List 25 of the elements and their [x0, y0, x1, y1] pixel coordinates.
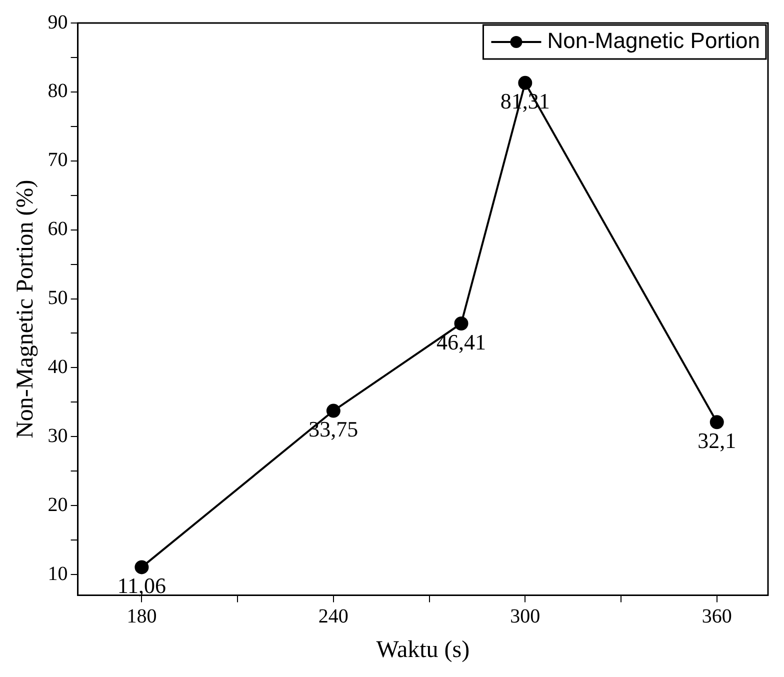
y-tick-label: 70	[48, 149, 68, 172]
y-tick-label: 90	[48, 11, 68, 34]
point	[518, 76, 532, 90]
data-label: 33,75	[308, 416, 358, 442]
data-label: 11,06	[117, 572, 166, 598]
y-tick-label: 80	[48, 80, 68, 102]
y-tick-label: 20	[48, 494, 68, 516]
x-axis-title: Waktu (s)	[376, 636, 470, 663]
y-tick-label: 50	[48, 287, 68, 310]
data-label: 32,1	[698, 428, 736, 453]
y-tick-label: 10	[48, 562, 68, 585]
point	[454, 316, 468, 331]
y-tick-label: 30	[48, 424, 68, 447]
point	[326, 404, 340, 418]
y-tick-label: 40	[48, 356, 68, 378]
x-tick-label: 240	[318, 605, 348, 628]
y-tick-label: 60	[48, 218, 68, 240]
x-tick-label: 180	[126, 605, 157, 628]
point	[710, 415, 724, 430]
legend-label: Non-Magnetic Portion	[547, 28, 760, 54]
x-tick-label: 300	[510, 605, 540, 628]
point	[134, 560, 149, 574]
x-tick-label: 360	[702, 605, 732, 628]
data-label: 46,41	[436, 329, 486, 354]
y-axis-title: Non-Magnetic Portion (%)	[12, 180, 39, 438]
